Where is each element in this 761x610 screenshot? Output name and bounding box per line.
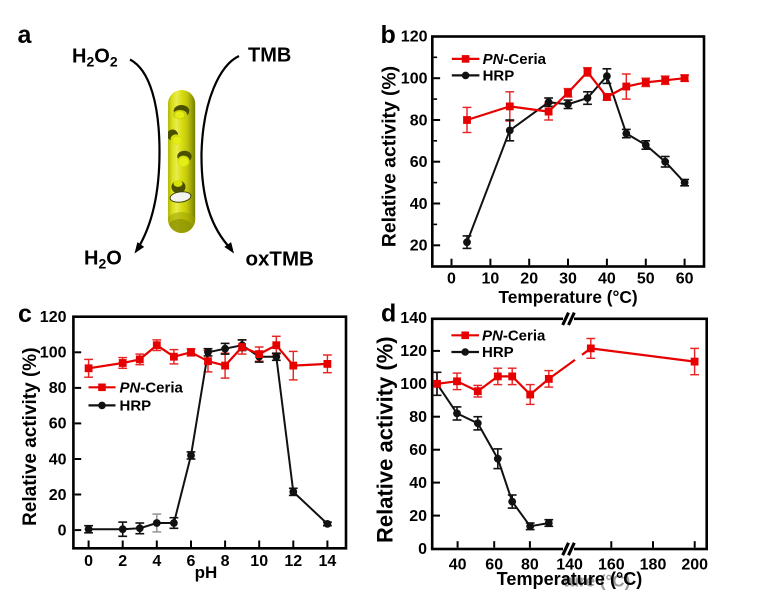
svg-text:60: 60 [676,271,694,288]
svg-text:20: 20 [410,238,428,255]
svg-text:60: 60 [49,416,67,433]
svg-text:120: 120 [401,29,428,46]
svg-text:8: 8 [221,553,230,570]
svg-text:Temperature (°C): Temperature (°C) [499,287,638,307]
svg-text:80: 80 [410,112,428,129]
svg-text:c: c [18,300,32,328]
svg-text:40: 40 [49,451,67,468]
svg-text:oxTMB: oxTMB [246,248,314,271]
svg-text:HRP: HRP [482,344,514,361]
svg-text:0: 0 [447,271,456,288]
svg-text:0: 0 [58,522,67,539]
svg-text:120: 120 [40,309,67,326]
svg-text:200: 200 [681,557,708,574]
svg-text:80: 80 [49,380,67,397]
svg-text:12: 12 [284,553,302,570]
svg-text:80: 80 [521,557,539,574]
svg-text:PN-Ceria: PN-Ceria [483,51,547,68]
svg-text:ture (°C): ture (°C) [563,572,630,591]
svg-text:80: 80 [409,409,427,426]
svg-text:20: 20 [49,487,67,504]
svg-text:HRP: HRP [483,68,515,85]
svg-text:40: 40 [449,557,467,574]
svg-text:180: 180 [640,557,667,574]
svg-text:10: 10 [250,553,268,570]
svg-text:14: 14 [319,553,337,570]
svg-text:20: 20 [409,508,427,525]
svg-text:0: 0 [84,553,93,570]
svg-text:TMB: TMB [248,45,291,67]
svg-text:20: 20 [520,271,538,288]
svg-text:60: 60 [409,442,427,459]
svg-text:2: 2 [118,553,127,570]
svg-text:PN-Ceria: PN-Ceria [482,328,546,345]
svg-text:140: 140 [400,310,427,327]
svg-text:100: 100 [400,376,427,393]
svg-text:30: 30 [559,271,577,288]
svg-text:Relative activity (%): Relative activity (%) [379,66,400,247]
svg-text:HRP: HRP [120,398,152,415]
svg-text:6: 6 [187,553,196,570]
svg-text:40: 40 [598,271,616,288]
svg-text:60: 60 [410,154,428,171]
svg-text:100: 100 [401,71,428,88]
svg-text:140: 140 [556,557,583,574]
svg-text:10: 10 [482,271,500,288]
svg-text:a: a [18,21,33,49]
svg-text:pH: pH [195,563,218,582]
svg-text:Relative activity (%): Relative activity (%) [20,347,41,525]
svg-text:40: 40 [410,196,428,213]
svg-text:d: d [381,300,396,328]
svg-text:PN-Ceria: PN-Ceria [120,380,184,397]
svg-text:Relative activity (%): Relative activity (%) [373,336,398,543]
svg-text:0: 0 [418,541,427,558]
svg-text:40: 40 [409,475,427,492]
svg-text:120: 120 [400,343,427,360]
svg-text:Temperature (°C): Temperature (°C) [497,569,643,589]
svg-text:4: 4 [152,553,161,570]
svg-text:50: 50 [637,271,655,288]
svg-text:100: 100 [40,345,67,362]
svg-text:60: 60 [485,557,503,574]
svg-text:160: 160 [598,557,625,574]
svg-text:b: b [381,21,396,49]
